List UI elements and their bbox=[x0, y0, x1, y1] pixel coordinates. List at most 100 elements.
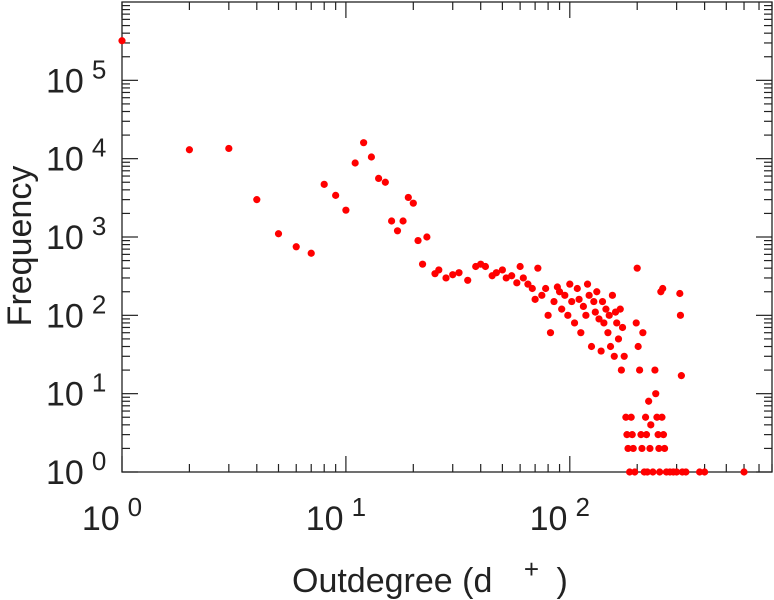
data-point bbox=[593, 288, 601, 296]
data-point bbox=[626, 468, 634, 476]
data-point bbox=[399, 217, 407, 225]
data-point bbox=[638, 444, 646, 453]
x-tick-labels: 10 0 10 1 10 2 bbox=[82, 492, 590, 538]
data-point bbox=[585, 291, 593, 299]
data-point bbox=[600, 319, 608, 327]
data-point bbox=[597, 347, 605, 355]
y-tick-exponent: 5 bbox=[92, 54, 106, 84]
y-tick-exponent: 2 bbox=[92, 289, 106, 319]
data-point bbox=[623, 431, 631, 439]
data-point bbox=[564, 311, 572, 319]
y-tick-base: 10 bbox=[46, 219, 84, 257]
x-axis-title: Outdegree (d + ) bbox=[292, 548, 568, 600]
data-point bbox=[225, 144, 233, 153]
data-point bbox=[575, 295, 583, 303]
data-point bbox=[634, 342, 642, 351]
data-point bbox=[516, 262, 524, 271]
data-point bbox=[610, 352, 618, 360]
major-ticks bbox=[121, 2, 772, 473]
data-point bbox=[649, 468, 657, 476]
data-point bbox=[591, 308, 599, 316]
data-point bbox=[682, 468, 690, 476]
data-point bbox=[676, 289, 684, 298]
data-point bbox=[546, 329, 555, 337]
data-point bbox=[700, 468, 709, 476]
y-tick-label: 10 3 bbox=[46, 211, 106, 257]
data-point bbox=[393, 227, 402, 235]
data-point bbox=[614, 335, 623, 343]
data-point bbox=[606, 342, 615, 351]
x-tick-label: 10 1 bbox=[306, 492, 366, 538]
y-tick-labels: 10 0 10 1 10 2 10 3 10 4 10 5 bbox=[46, 54, 106, 492]
data-point bbox=[435, 266, 443, 274]
minor-ticks bbox=[122, 2, 773, 472]
data-point bbox=[558, 305, 566, 313]
data-point bbox=[608, 291, 617, 299]
data-point bbox=[570, 319, 579, 327]
data-point bbox=[587, 342, 596, 351]
data-point bbox=[659, 284, 667, 293]
data-point bbox=[643, 468, 651, 476]
data-point bbox=[583, 280, 592, 288]
data-point bbox=[513, 279, 521, 287]
y-tick-base: 10 bbox=[46, 376, 84, 414]
data-point bbox=[534, 264, 542, 272]
data-point bbox=[561, 291, 569, 299]
y-tick-exponent: 1 bbox=[92, 368, 106, 398]
y-tick-label: 10 5 bbox=[46, 54, 106, 100]
data-point bbox=[449, 271, 457, 279]
data-point bbox=[579, 302, 587, 311]
data-point bbox=[423, 233, 431, 241]
data-point bbox=[641, 413, 650, 421]
data-point bbox=[481, 262, 490, 271]
data-point bbox=[617, 366, 625, 374]
data-point bbox=[360, 139, 368, 147]
data-point bbox=[492, 269, 500, 277]
x-tick-exponent: 0 bbox=[128, 492, 142, 522]
data-point bbox=[660, 444, 669, 453]
data-point bbox=[595, 315, 603, 323]
y-tick-base: 10 bbox=[46, 62, 84, 100]
data-point bbox=[740, 468, 748, 476]
data-point bbox=[582, 311, 590, 319]
data-point bbox=[636, 366, 644, 374]
y-tick-exponent: 3 bbox=[92, 211, 106, 241]
data-point bbox=[455, 269, 463, 277]
data-point bbox=[442, 274, 450, 282]
data-point bbox=[185, 146, 194, 154]
data-point bbox=[590, 297, 598, 306]
data-point bbox=[651, 366, 659, 374]
x-axis-title-text: Outdegree (d bbox=[292, 562, 492, 600]
data-point bbox=[508, 272, 516, 280]
data-point bbox=[464, 276, 472, 284]
data-point bbox=[307, 249, 315, 257]
data-point bbox=[414, 236, 422, 245]
data-point bbox=[642, 431, 651, 439]
data-point bbox=[673, 468, 681, 476]
data-point bbox=[332, 191, 340, 199]
data-point bbox=[656, 468, 664, 476]
data-point bbox=[519, 274, 527, 282]
data-point bbox=[598, 297, 607, 306]
data-point bbox=[555, 288, 564, 296]
data-point bbox=[342, 206, 350, 214]
data-point bbox=[613, 319, 621, 327]
data-point bbox=[550, 297, 558, 306]
data-point bbox=[528, 284, 536, 293]
data-point bbox=[573, 284, 581, 293]
data-point bbox=[652, 390, 660, 398]
data-point bbox=[659, 431, 668, 439]
y-tick-exponent: 4 bbox=[92, 133, 106, 163]
x-tick-exponent: 1 bbox=[352, 492, 366, 522]
data-point bbox=[620, 352, 628, 360]
data-point bbox=[639, 329, 647, 337]
data-point bbox=[498, 266, 506, 274]
x-tick-label: 10 0 bbox=[82, 492, 142, 538]
data-point bbox=[253, 196, 261, 204]
data-point bbox=[677, 372, 685, 380]
y-tick-base: 10 bbox=[46, 454, 84, 492]
data-point bbox=[118, 37, 126, 45]
data-point bbox=[274, 230, 283, 238]
x-axis-title-close: ) bbox=[556, 562, 567, 600]
data-point bbox=[404, 193, 412, 202]
